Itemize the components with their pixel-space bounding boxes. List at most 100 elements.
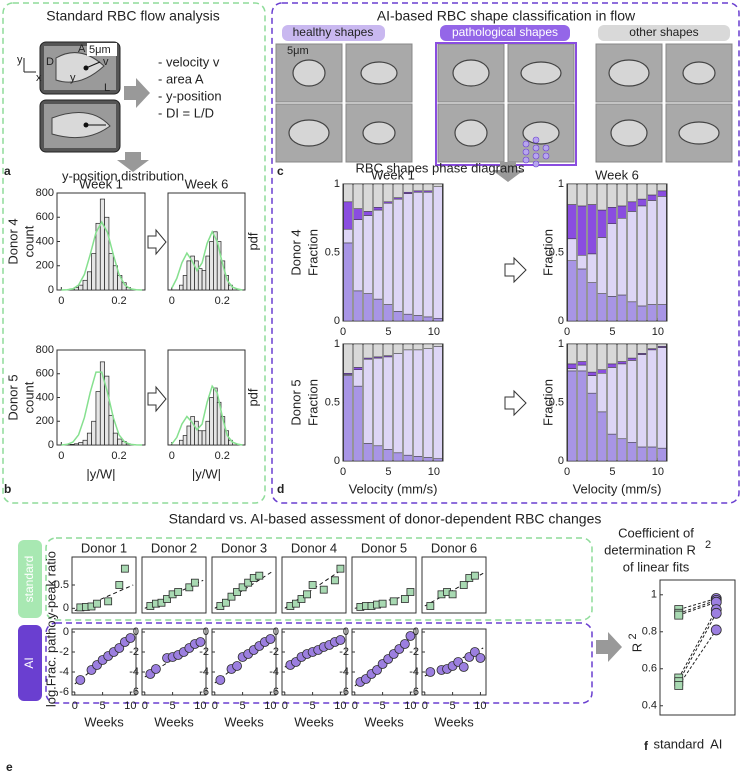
y-tick-label: -4 [339,666,349,678]
y-tick-label: 1 [651,589,657,601]
chart-title: Donor 4 [291,540,337,555]
histogram-bar [205,255,211,291]
bar-segment [403,349,413,456]
histogram-bar [108,414,114,446]
data-point [330,576,339,585]
chart-title: Week 6 [595,167,639,182]
arrow [147,385,167,413]
bar-segment [433,458,443,462]
y-tick-label: 0 [203,626,209,638]
arrow [504,389,527,417]
bar-segment [353,290,363,322]
list-item: - area A [158,71,204,86]
bar-segment [567,343,577,365]
bar-segment [647,304,657,322]
bar-segment [433,183,443,187]
y-tick-label: 1 [558,338,564,350]
x-tick-label: 10 [652,466,664,478]
histogram-bar [95,222,101,291]
bar-segment [647,343,657,349]
bar-segment [343,228,353,244]
bar-segment [597,411,607,462]
x-tick-label: 0 [564,466,570,478]
x-axis-label: Velocity (mm/s) [349,481,438,496]
bar-segment [597,183,607,211]
bar-segment [627,343,637,359]
bar-segment [373,207,383,211]
y-tick-label: -6 [339,686,349,698]
bar-segment [403,313,413,322]
panel-title: Standard vs. AI-based assessment of dono… [169,511,602,527]
schematic-label: A [78,43,86,55]
group-pill [282,25,385,41]
bar-segment [607,367,617,435]
bar-segment [433,186,443,319]
bar-segment [433,346,443,459]
bar-segment [373,298,383,322]
data-point [319,585,328,594]
bar-segment [587,392,597,462]
histogram-bar [182,275,188,291]
bar-segment [567,368,577,372]
pair-line [678,609,717,679]
x-tick-label: 0 [142,700,148,712]
bar-segment [607,183,617,208]
bar-segment [627,211,637,303]
bar-segment [657,447,667,462]
y-tick-label: -2 [129,646,139,658]
bar-segment [577,254,587,270]
data-point [222,598,230,607]
bar-segment [607,296,617,322]
histogram-bar [179,439,184,446]
bar-segment [597,343,607,370]
y-axis-label: Donor 5 [288,379,303,425]
data-point [389,597,398,606]
y-tick-label: -6 [59,686,69,698]
bar-segment [423,348,433,458]
y-tick-label: 1 [558,178,564,190]
bar-segment [567,238,577,261]
histogram-bar [209,397,214,446]
y-axis-label: R [629,643,644,652]
bar-segment [597,373,607,413]
bar-segment [363,358,373,444]
bar-segment [617,218,627,296]
data-point [75,675,86,685]
y-tick-label: 400 [36,391,54,403]
bar-segment [647,200,657,305]
plot-area [141,628,207,696]
y-axis-label: count [21,225,36,257]
histogram-bar [82,439,88,446]
bar-segment [607,433,617,462]
x-tick-label: 0 [58,295,64,307]
y-tick-label: 0 [334,455,340,467]
histogram-bar [69,444,75,446]
bar-segment [413,349,423,457]
x-tick-label: 0 [340,466,346,478]
bar-segment [343,375,353,462]
data-point [372,665,382,675]
x-tick-label: 10 [474,700,486,712]
bar-segment [343,201,353,230]
chart-title: Week 1 [79,176,123,191]
x-tick-label: 0 [72,700,78,712]
schematic-label: y [17,54,23,66]
histogram-bar [209,241,214,291]
schematic-label: x [36,72,42,84]
x-tick-label: 0.2 [111,450,126,462]
bar-segment [597,237,607,294]
panel-letter: e [6,760,13,774]
x-tick-label: 5 [170,700,176,712]
data-point [255,571,264,580]
x-tick-label: 0 [58,450,64,462]
y-tick-label: 0 [133,626,139,638]
y-tick-label: 0 [273,626,279,638]
histogram-bar [205,420,211,446]
list-item: - DI = L/D [158,105,214,120]
y-axis-label: pdf [245,232,260,250]
panel-cd-frame [271,2,740,504]
histogram-bar [182,435,188,446]
pair-line [678,601,717,616]
histogram-bar [78,442,84,446]
x-tick-label: 5 [385,326,391,338]
